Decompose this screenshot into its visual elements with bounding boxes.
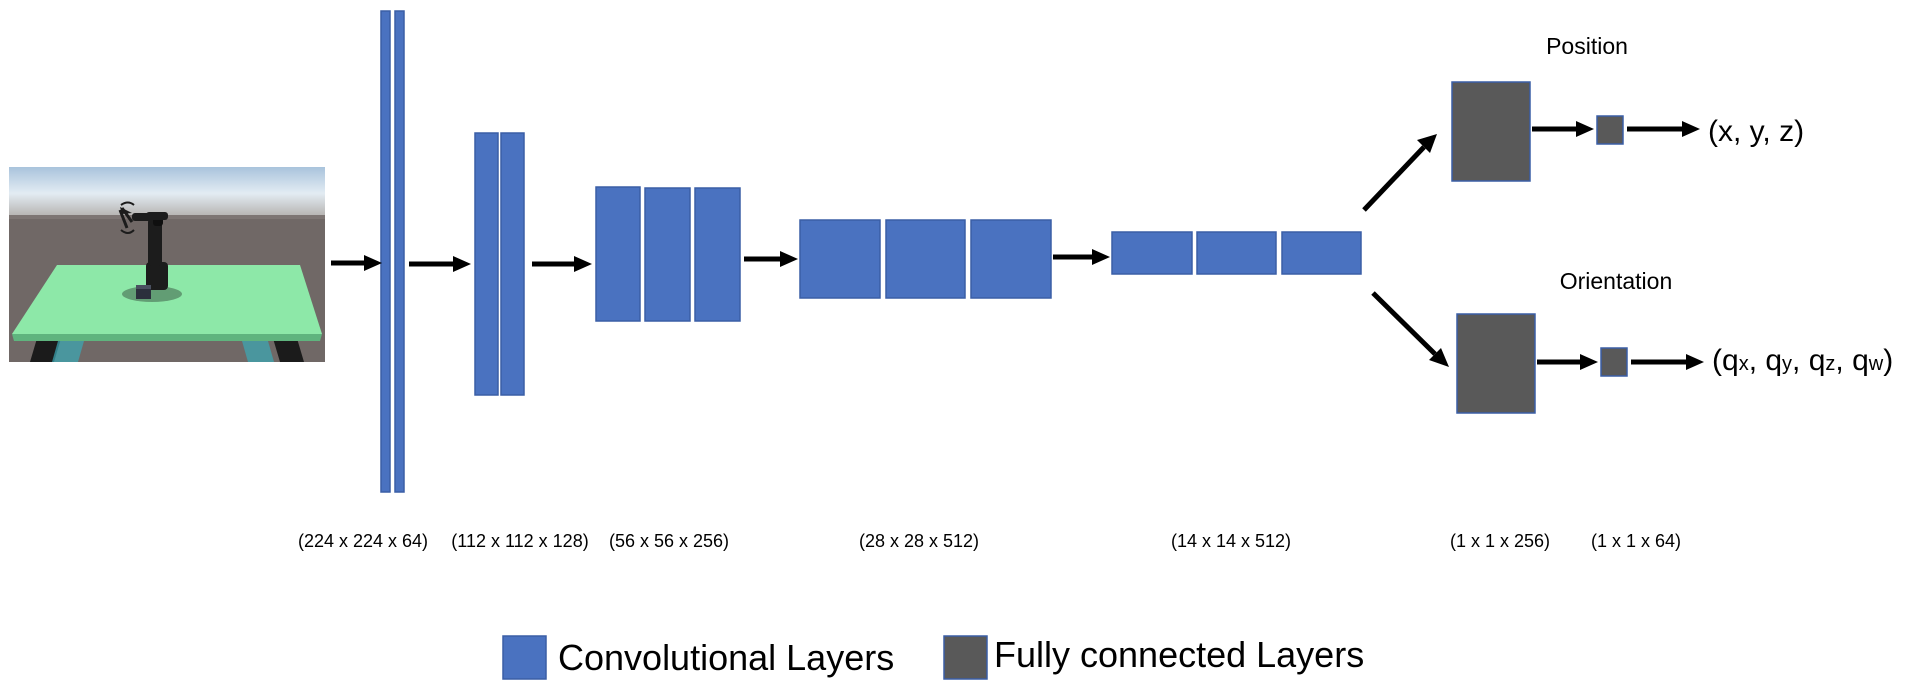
dim-label-conv5: (14 x 14 x 512)	[1171, 531, 1291, 551]
input-image	[9, 167, 325, 362]
arrow-orientation-output	[1631, 354, 1704, 370]
dim-label-conv3: (56 x 56 x 256)	[609, 531, 729, 551]
fc-orientation-64	[1600, 347, 1628, 377]
conv-block-3-layer-3	[694, 187, 741, 322]
conv-block-3-layer-2	[644, 187, 691, 322]
arrow-4	[744, 251, 798, 267]
fc-position-64	[1596, 115, 1624, 145]
legend: Convolutional Layers Fully connected Lay…	[502, 634, 1364, 680]
conv-block-2-layer-1	[474, 132, 499, 396]
arrow-position-fc	[1532, 121, 1594, 137]
legend-conv-label: Convolutional Layers	[558, 637, 894, 678]
conv-block-3-layer-1	[595, 186, 641, 322]
conv-block-1-layer-2	[394, 10, 405, 493]
conv-block-5-layer-1	[1111, 231, 1193, 275]
position-output: (x, y, z)	[1708, 115, 1804, 148]
position-title: Position	[1546, 33, 1628, 59]
dim-label-conv2: (112 x 112 x 128)	[451, 531, 588, 551]
arrow-to-position-head	[1362, 134, 1437, 212]
conv-block-2-layer-2	[500, 132, 525, 396]
conv-block-5-layer-3	[1281, 231, 1362, 275]
dim-label-conv4: (28 x 28 x 512)	[859, 531, 979, 551]
arrow-to-orientation-head	[1371, 291, 1449, 367]
legend-fc-label: Fully connected Layers	[994, 634, 1364, 675]
arrow-5	[1053, 249, 1110, 265]
orientation-title: Orientation	[1560, 268, 1673, 294]
conv-block-4-layer-2	[885, 219, 966, 299]
conv-block-4-layer-1	[799, 219, 881, 299]
conv-block-1-layer-1	[380, 10, 391, 493]
orientation-output: (qx, qy, qz, qw)	[1712, 344, 1893, 377]
legend-conv-swatch	[502, 635, 547, 680]
arrow-position-output	[1627, 121, 1700, 137]
dim-label-fc64: (1 x 1 x 64)	[1591, 531, 1681, 551]
arrow-1	[331, 255, 382, 271]
conv-block-5-layer-2	[1196, 231, 1277, 275]
legend-fc-swatch	[943, 635, 988, 680]
dim-label-conv1: (224 x 224 x 64)	[298, 531, 428, 551]
arrow-2	[409, 256, 471, 272]
arrow-3	[532, 256, 592, 272]
dim-label-fc256: (1 x 1 x 256)	[1450, 531, 1550, 551]
arrow-orientation-fc	[1537, 354, 1598, 370]
conv-block-4-layer-3	[970, 219, 1052, 299]
fc-position-256	[1451, 81, 1531, 182]
fc-orientation-256	[1456, 313, 1536, 414]
